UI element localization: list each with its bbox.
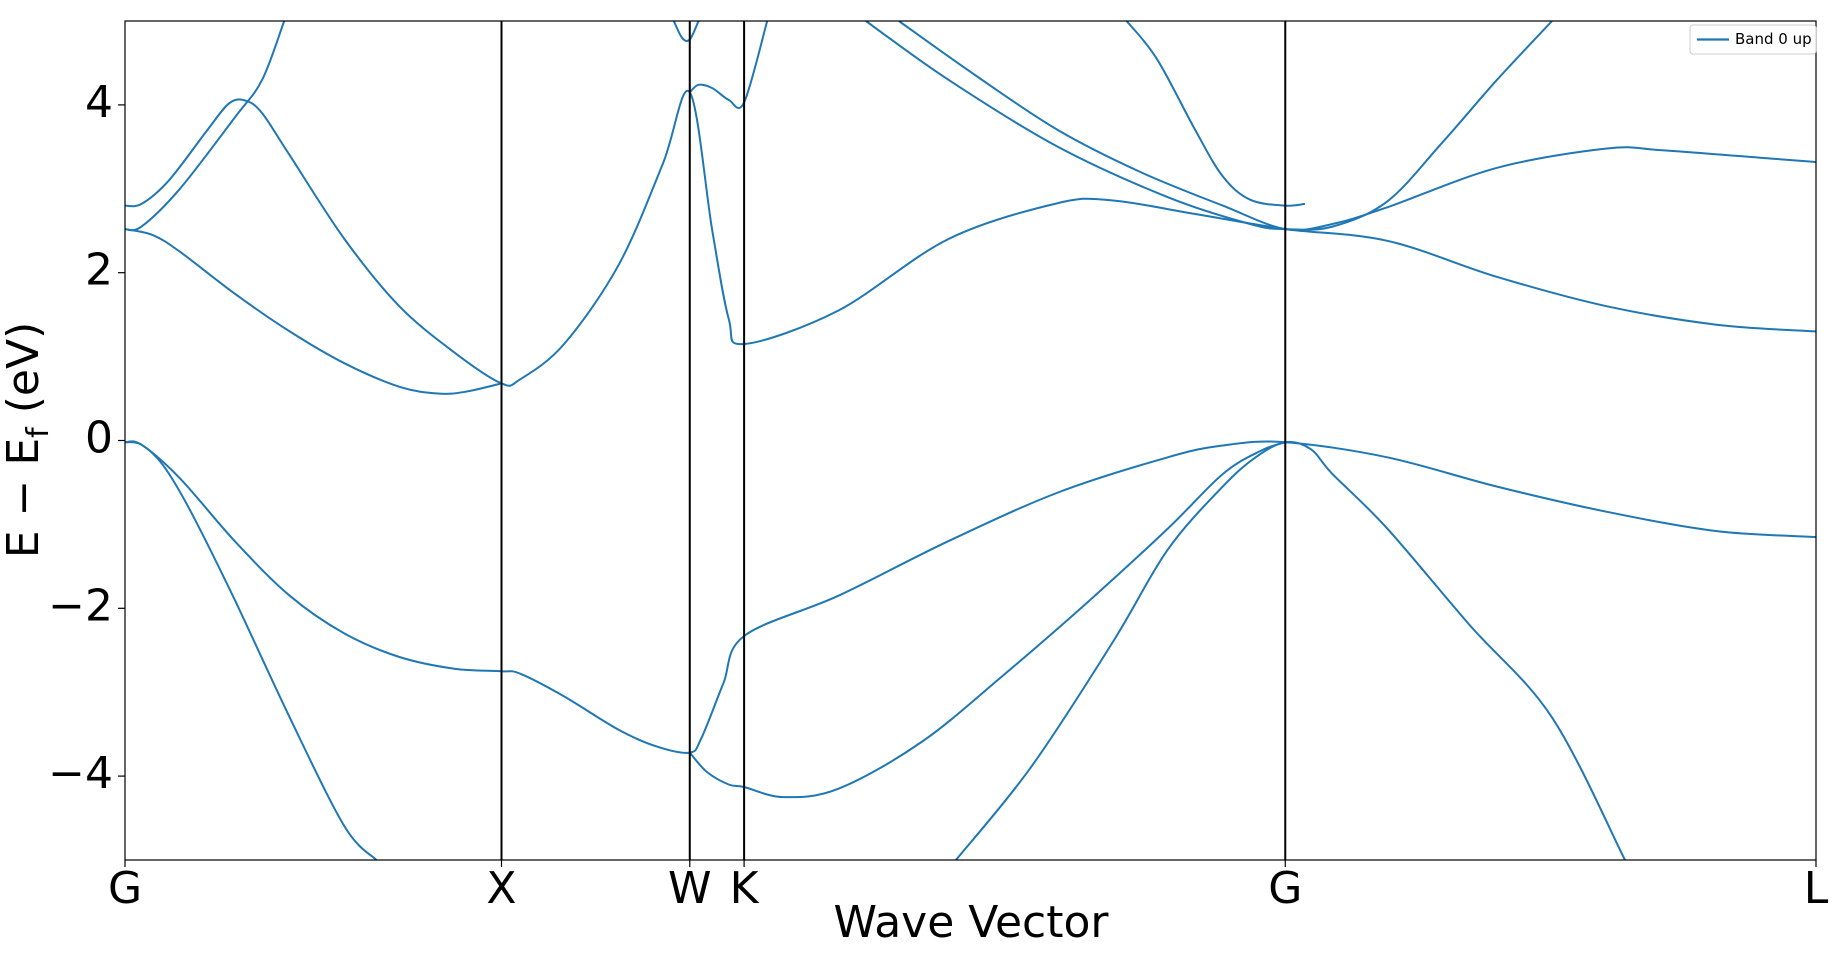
legend: Band 0 up	[1689, 24, 1817, 55]
y-axis-label-unit: (eV)	[0, 322, 49, 428]
x-axis-label: Wave Vector	[834, 897, 1110, 948]
x-tick-label: W	[668, 863, 712, 914]
band-line	[125, 228, 502, 395]
band-line	[125, 441, 378, 860]
legend-box	[1689, 24, 1817, 55]
x-tick-label: K	[730, 863, 760, 914]
band-line	[125, 440, 1816, 754]
x-tick-label: X	[486, 863, 516, 914]
band-line	[125, 89, 1816, 387]
band-line	[689, 441, 1286, 799]
band-line	[689, 21, 769, 109]
band-line	[865, 21, 1553, 231]
y-tick-label: −4	[48, 748, 113, 799]
x-tick-label: G	[108, 863, 142, 914]
y-axis-label-main: E − E	[0, 438, 49, 558]
legend-label: Band 0 up	[1735, 30, 1812, 48]
y-axis-label: E − Ef (eV)	[0, 322, 56, 559]
x-tick-label: G	[1268, 863, 1302, 914]
band-lines	[125, 21, 1816, 860]
y-tick-label: 4	[85, 77, 113, 128]
band-line	[672, 21, 700, 42]
y-tick-label: −2	[48, 580, 113, 631]
kpoint-divider-lines	[500, 21, 1287, 860]
y-axis-label-subscript: f	[21, 426, 56, 438]
x-tick-label: L	[1804, 863, 1829, 914]
y-axis-ticks: 4 2 0 −2 −4	[48, 77, 125, 799]
band-line	[125, 21, 286, 232]
band-line	[955, 440, 1626, 860]
band-line	[898, 21, 1816, 232]
y-tick-label: 0	[85, 413, 113, 464]
y-tick-label: 2	[85, 245, 113, 296]
